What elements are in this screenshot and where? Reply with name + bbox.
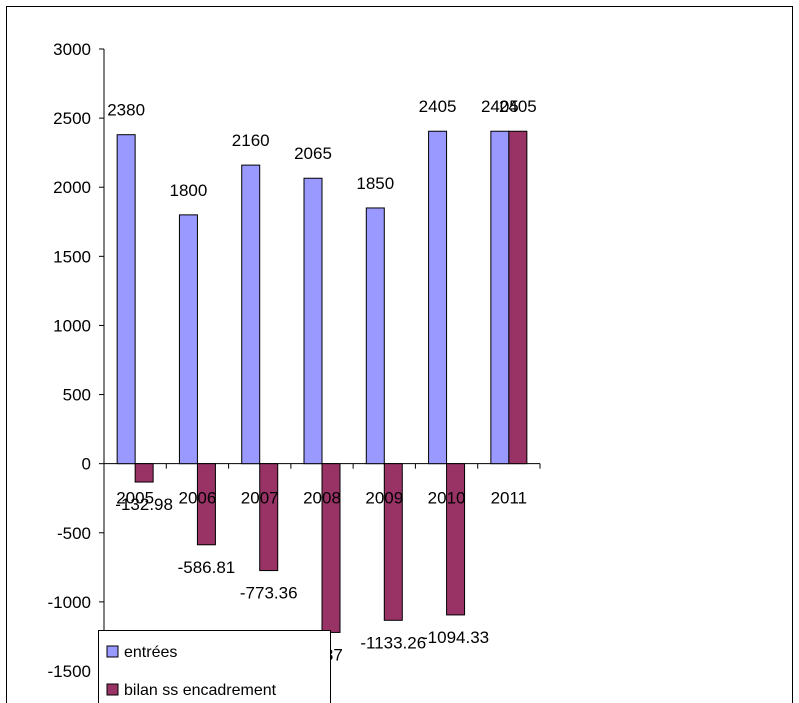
y-tick-label: 500 (63, 386, 91, 405)
bar-bilan-2011 (508, 130, 528, 465)
legend-swatch-bilan (106, 683, 119, 696)
data-label-entrees-2005: 2380 (107, 101, 145, 120)
data-label-entrees-2007: 2160 (232, 131, 270, 150)
legend-swatch-entrees (106, 645, 119, 658)
x-tick-label: 2010 (428, 489, 466, 508)
x-tick-label: 2008 (303, 489, 341, 508)
bar-entrees-2011 (490, 130, 510, 465)
y-tick-label: -500 (57, 524, 91, 543)
y-tick-label: 2500 (53, 109, 91, 128)
data-label-entrees-2010: 2405 (419, 97, 457, 116)
data-label-bilan-2007: -773.36 (240, 584, 298, 603)
y-tick-label: 1500 (53, 247, 91, 266)
bar-bilan-2005 (134, 463, 154, 483)
bar-bilan-2009 (383, 463, 403, 621)
bar-entrees-2005 (116, 134, 136, 465)
bar-bilan-2006 (196, 463, 216, 546)
bar-entrees-2010 (428, 130, 448, 465)
legend: entrées bilan ss encadrement (98, 630, 331, 703)
data-label-bilan-2010: -1094.33 (422, 628, 489, 647)
bar-entrees-2007 (241, 164, 261, 465)
bar-entrees-2008 (303, 177, 323, 465)
bar-entrees-2009 (365, 207, 385, 465)
data-label-bilan-2005: -132.98 (115, 495, 173, 514)
y-tick-label: -1000 (48, 593, 91, 612)
y-tick-label: 2000 (53, 178, 91, 197)
x-tick-label: 2007 (241, 489, 279, 508)
data-label-entrees-2009: 1850 (356, 174, 394, 193)
data-label-bilan-2006: -586.81 (178, 558, 236, 577)
y-tick-label: 1000 (53, 316, 91, 335)
y-tick-label: 3000 (53, 40, 91, 59)
bar-bilan-2010 (446, 463, 466, 616)
data-label-entrees-2006: 1800 (170, 181, 208, 200)
bar-entrees-2006 (178, 214, 198, 465)
data-label-entrees-2011: 2405 (481, 97, 519, 116)
data-label-bilan-2011: 2405 (499, 97, 537, 116)
bar-bilan-2007 (259, 463, 279, 572)
axes: 3000 2500 2000 1500 1000 500 0 -500 -1000 -1500 (48, 40, 541, 703)
legend-label-entrees: entrées (124, 644, 177, 661)
x-tick-label: 2009 (365, 489, 403, 508)
bars (116, 130, 528, 633)
data-label-bilan-2009: -1133.26 (360, 633, 426, 652)
data-labels: 2005 2006 2007 2008 2009 2010 2011 2380 1800 2160… (107, 97, 537, 664)
legend-label-bilan: bilan ss encadrement (124, 682, 277, 699)
y-tick-label: -1500 (48, 662, 91, 681)
data-label-entrees-2008: 2065 (294, 144, 332, 163)
x-tick-label: 2005 (116, 489, 154, 508)
x-tick-label: 2006 (179, 489, 217, 508)
y-tick-label: 0 (82, 455, 91, 474)
x-tick-label: 2011 (491, 489, 528, 508)
legend-box (98, 630, 331, 703)
